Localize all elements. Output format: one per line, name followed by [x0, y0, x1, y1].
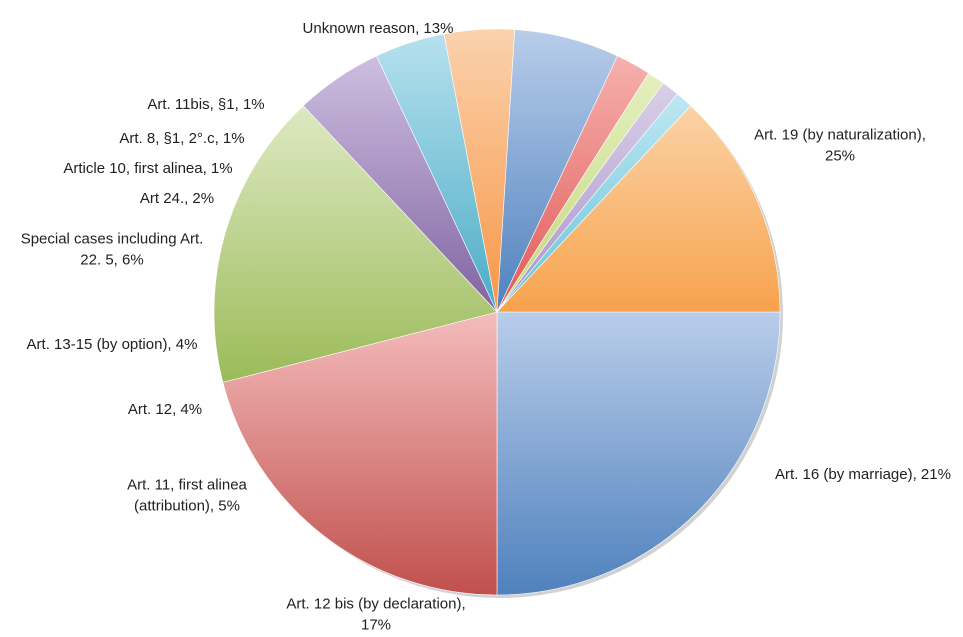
- pie-label-line: 22. 5, 6%: [80, 252, 143, 269]
- pie-label-line: Art. 13-15 (by option), 4%: [27, 336, 198, 353]
- pie-label-line: Art. 12 bis (by declaration),: [286, 596, 465, 613]
- pie-slices: [213, 28, 781, 596]
- pie-label-3: Art. 12 bis (by declaration), 17%: [286, 596, 465, 634]
- pie-label-12: Unknown reason, 13%: [303, 20, 454, 37]
- pie-label-line: Unknown reason, 13%: [303, 20, 454, 37]
- pie-label-line: Art. 16 (by marriage), 21%: [775, 466, 951, 483]
- pie-label-line: Art. 11, first alinea: [127, 477, 247, 494]
- pie-label-1: Art. 19 (by naturalization), 25%: [754, 127, 926, 165]
- pie-label-9: Article 10, first alinea, 1%: [63, 160, 232, 177]
- pie-labels: Art. 19 (by naturalization), 25% Art. 16 (…: [21, 20, 951, 634]
- pie-slice-2: [222, 311, 498, 596]
- pie-slice-12: [496, 105, 781, 313]
- pie-label-5: Art. 12, 4%: [128, 401, 202, 418]
- pie-label-line: Art 24., 2%: [140, 190, 214, 207]
- pie-label-line: 17%: [361, 617, 391, 634]
- pie-label-8: Art 24., 2%: [140, 190, 214, 207]
- pie-label-line: Art. 11bis, §1, 1%: [147, 96, 264, 113]
- pie-label-line: (attribution), 5%: [134, 498, 240, 515]
- pie-label-10: Art. 8, §1, 2°.c, 1%: [119, 130, 244, 147]
- pie-slice-3: [213, 105, 498, 383]
- pie-slice-1: [496, 311, 781, 596]
- pie-label-7: Special cases including Art. 22. 5, 6%: [21, 231, 204, 269]
- pie-label-2: Art. 16 (by marriage), 21%: [775, 466, 951, 483]
- pie-label-line: Art. 12, 4%: [128, 401, 202, 418]
- pie-label-line: Art. 8, §1, 2°.c, 1%: [119, 130, 244, 147]
- pie-label-line: Article 10, first alinea, 1%: [63, 160, 232, 177]
- pie-label-line: 25%: [825, 148, 855, 165]
- pie-label-11: Art. 11bis, §1, 1%: [147, 96, 264, 113]
- pie-label-line: Art. 19 (by naturalization),: [754, 127, 926, 144]
- pie-label-line: Special cases including Art.: [21, 231, 204, 248]
- pie-label-4: Art. 11, first alinea (attribution), 5%: [127, 477, 247, 515]
- pie-label-6: Art. 13-15 (by option), 4%: [27, 336, 198, 353]
